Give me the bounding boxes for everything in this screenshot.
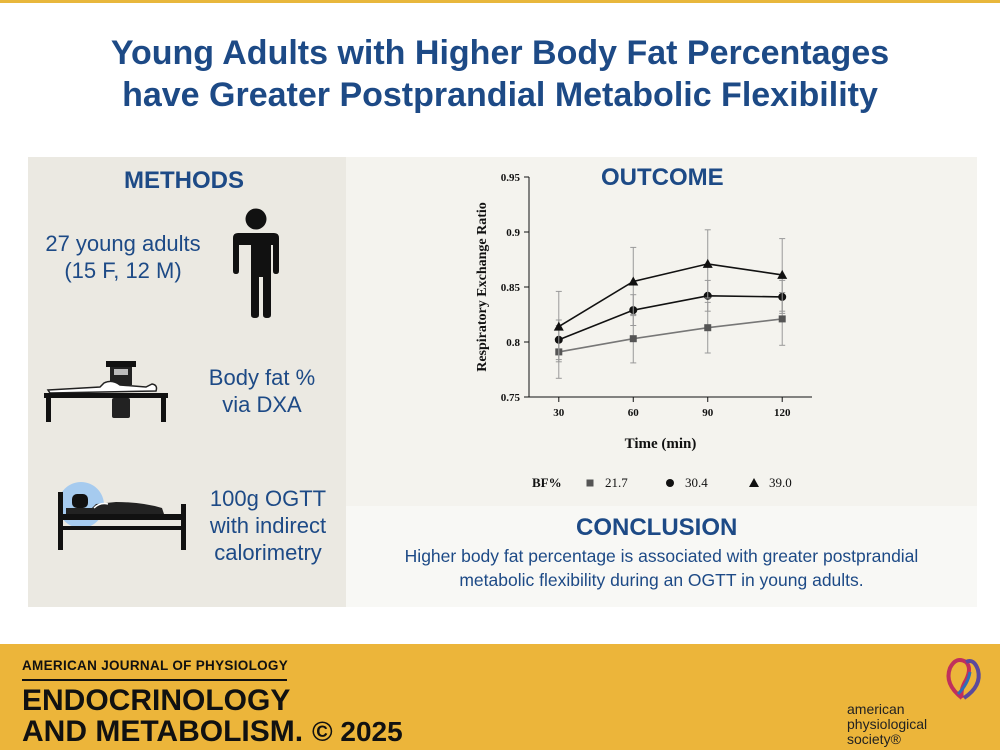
y-tick-label: 0.95 <box>501 172 521 184</box>
conclusion-panel: CONCLUSION Higher body fat percentage is… <box>346 506 977 607</box>
legend-marker-39.0 <box>749 478 759 487</box>
x-tick-label: 120 <box>774 407 791 419</box>
series-line-39.0 <box>558 263 783 328</box>
x-axis-label: Time (min) <box>625 436 697 452</box>
legend-label-30.4: 30.4 <box>685 475 708 490</box>
y-axis-label: Respiratory Exchange Ratio <box>475 202 490 372</box>
outcome-panel: OUTCOME 0.75 0.8 0.85 0.9 0.95 30 60 90 120 Time … <box>346 157 977 506</box>
legend-label-39.0: 39.0 <box>769 475 792 490</box>
y-tick-label: 0.85 <box>501 282 521 294</box>
conclusion-line-2: metabolic flexibility during an OGTT in … <box>459 570 864 590</box>
conclusion-line-1: Higher body fat percentage is associated… <box>404 546 919 566</box>
title-line-2: have Greater Postprandial Metabolic Flex… <box>122 76 878 114</box>
x-tick-label: 60 <box>628 407 640 419</box>
top-rule <box>0 0 1000 3</box>
legend-label-21.7: 21.7 <box>605 475 628 490</box>
ogtt-text: 100g OGTT with indirect calorimetry <box>198 485 338 566</box>
dxa-text: Body fat % via DXA <box>198 364 326 418</box>
journal-name-line-3: AND METABOLISM. <box>22 715 304 748</box>
data-point-21.7 <box>629 335 637 343</box>
rer-line-chart: 0.75 0.8 0.85 0.9 0.95 30 60 90 120 Time (min) Res… <box>475 172 812 490</box>
data-point-39.0 <box>628 276 639 286</box>
aps-line-2: physiological <box>847 716 928 732</box>
y-tick-label: 0.75 <box>501 392 521 404</box>
journal-divider <box>22 679 287 681</box>
series-line-30.4 <box>558 294 783 341</box>
data-point-21.7 <box>778 315 786 323</box>
page-title: Young Adults with Higher Body Fat Percen… <box>0 32 1000 116</box>
aps-logo-icon <box>946 658 981 700</box>
methods-heading: METHODS <box>124 167 244 194</box>
y-tick-label: 0.9 <box>506 227 520 239</box>
calorimetry-bed-icon <box>58 482 186 550</box>
aps-line-3: society® <box>847 731 901 747</box>
title-line-1: Young Adults with Higher Body Fat Percen… <box>110 34 890 72</box>
participants-line-1: 27 young adults <box>45 231 201 256</box>
dxa-line-1: Body fat % <box>208 365 316 390</box>
y-tick-label: 0.8 <box>506 337 520 349</box>
ogtt-line-2: with indirect <box>209 513 327 538</box>
copyright-text: © 2025 <box>312 716 403 747</box>
series-line-21.7 <box>558 318 783 353</box>
participants-line-2: (15 F, 12 M) <box>64 258 182 283</box>
x-tick-label: 30 <box>553 407 565 419</box>
x-tick-label: 90 <box>702 407 714 419</box>
data-point-39.0 <box>777 269 788 279</box>
conclusion-text: Higher body fat percentage is associated… <box>346 544 977 592</box>
aps-line-1: american <box>847 701 905 717</box>
person-icon <box>233 208 279 318</box>
footer-bar: AMERICAN JOURNAL OF PHYSIOLOGY ENDOCRINO… <box>0 644 1000 750</box>
legend-marker-30.4 <box>666 479 674 487</box>
journal-name-top: AMERICAN JOURNAL OF PHYSIOLOGY <box>22 658 289 673</box>
data-point-39.0 <box>702 258 713 268</box>
outcome-heading: OUTCOME <box>601 164 724 191</box>
data-point-21.7 <box>704 324 712 332</box>
journal-name-line-2: ENDOCRINOLOGY <box>22 684 291 717</box>
conclusion-heading: CONCLUSION <box>576 514 738 541</box>
methods-panel: METHODS 27 young adults (15 F, 12 M) Bod… <box>28 157 346 607</box>
dxa-scanner-icon <box>44 361 168 422</box>
dxa-line-2: via DXA <box>222 392 302 417</box>
aps-society-name: american physiological society® <box>847 702 927 747</box>
legend-title: BF% <box>532 475 562 490</box>
data-point-39.0 <box>553 321 564 331</box>
participants-text: 27 young adults (15 F, 12 M) <box>38 230 208 284</box>
ogtt-line-3: calorimetry <box>214 540 322 565</box>
legend-marker-21.7 <box>586 479 594 487</box>
ogtt-line-1: 100g OGTT <box>209 486 327 511</box>
